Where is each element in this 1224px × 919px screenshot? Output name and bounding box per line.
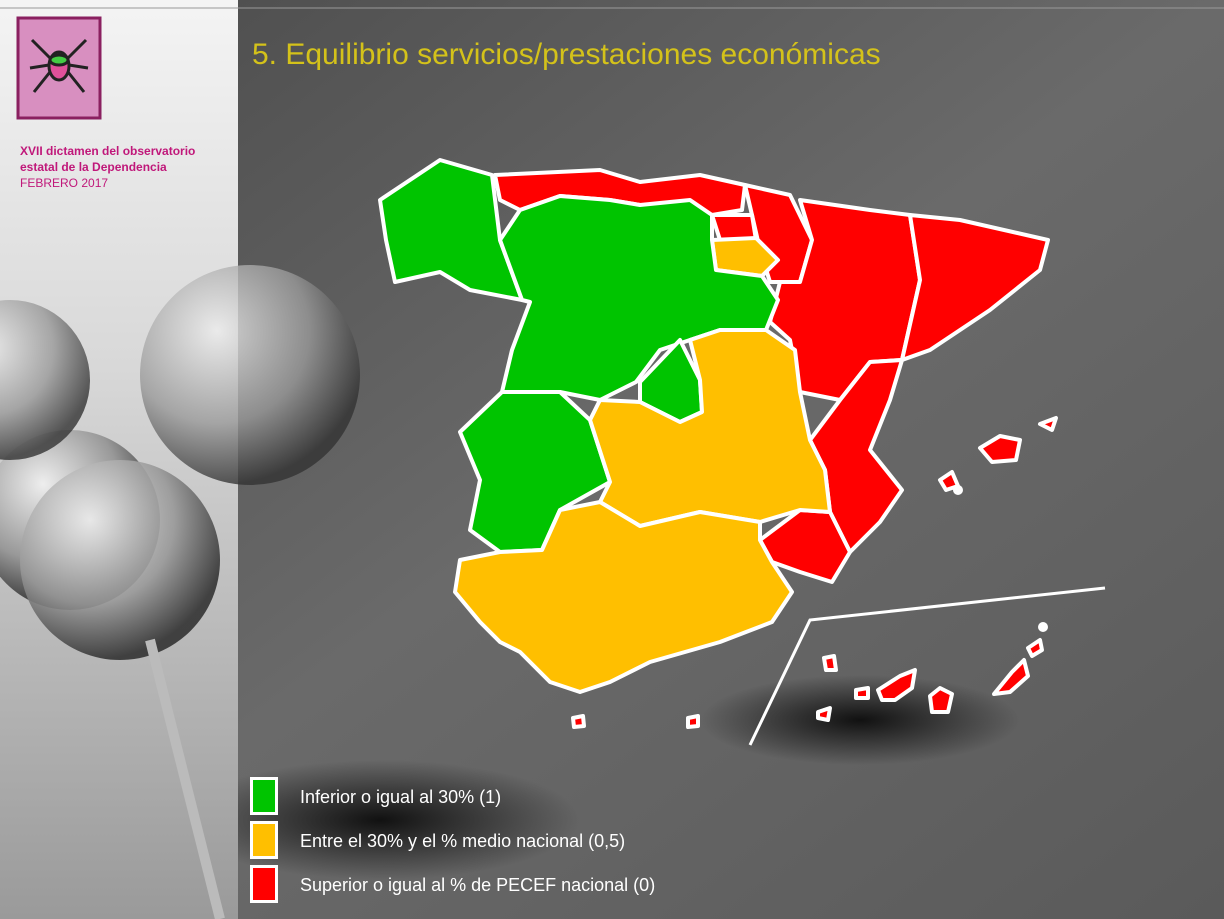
legend-label: Entre el 30% y el % medio nacional (0,5): [300, 831, 625, 852]
region: [712, 215, 756, 240]
date: FEBRERO 2017: [20, 175, 195, 191]
org-line: XVII dictamen del observatorio: [20, 143, 195, 159]
region: [856, 688, 868, 698]
shadow: [180, 760, 580, 880]
legend-label: Inferior o igual al 30% (1): [300, 787, 501, 808]
region: [824, 656, 836, 670]
region: [818, 708, 830, 720]
legend-swatch: [250, 865, 278, 903]
island: [1038, 622, 1048, 632]
org-text: XVII dictamen del observatorio estatal d…: [20, 143, 195, 191]
region: [573, 716, 584, 727]
slide: XVII dictamen del observatorio estatal d…: [0, 0, 1224, 919]
decor-ball: [20, 460, 220, 660]
island: [953, 485, 963, 495]
legend-swatch: [250, 777, 278, 815]
org-line: estatal de la Dependencia: [20, 159, 195, 175]
decor-ball: [140, 265, 360, 485]
legend-label: Superior o igual al % de PECEF nacional …: [300, 875, 655, 896]
slide-canvas: [0, 0, 1224, 919]
legend-swatch: [250, 821, 278, 859]
region: [930, 688, 952, 712]
region: [688, 716, 698, 727]
title: 5. Equilibrio servicios/prestaciones eco…: [252, 38, 881, 72]
